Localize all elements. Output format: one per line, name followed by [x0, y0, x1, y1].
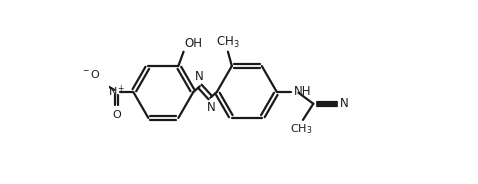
Text: O: O [112, 110, 121, 120]
Text: N: N [206, 101, 215, 114]
Text: N$^+$: N$^+$ [108, 84, 125, 99]
Text: CH$_3$: CH$_3$ [290, 123, 313, 136]
Text: N: N [195, 70, 204, 83]
Text: CH$_3$: CH$_3$ [216, 34, 240, 49]
Text: N: N [339, 97, 348, 110]
Text: NH: NH [294, 85, 311, 98]
Text: $^-$O: $^-$O [81, 68, 101, 80]
Text: OH: OH [185, 37, 203, 49]
